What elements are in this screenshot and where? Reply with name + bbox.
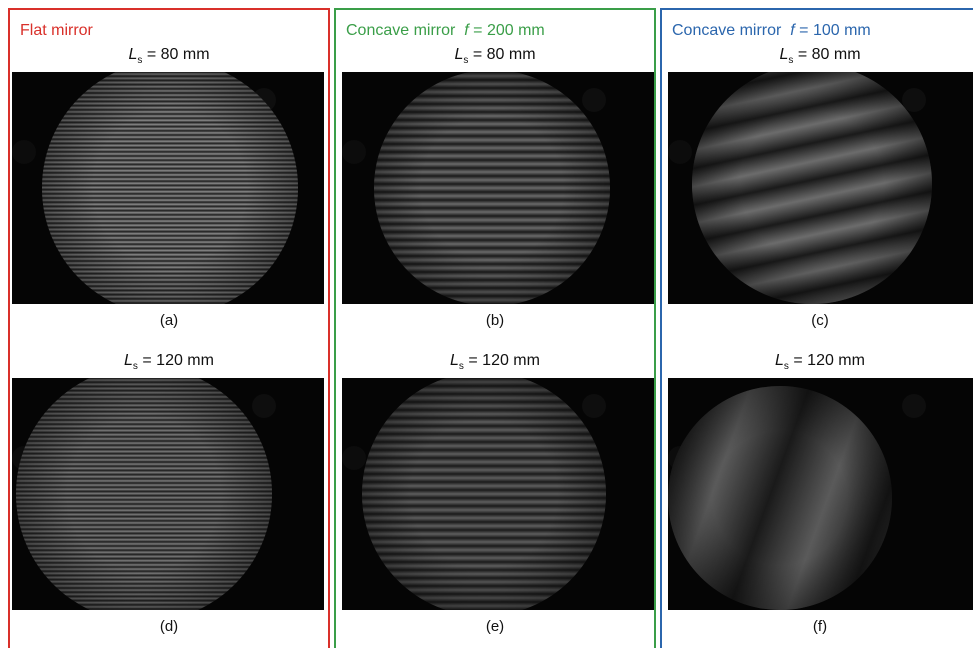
fringe-image (668, 378, 973, 610)
label-var: L (775, 352, 784, 369)
label-var: L (124, 352, 133, 369)
panel: Flat mirror Ls = 80 mm (a) Ls = 120 mm (d) (8, 8, 330, 648)
vignette (42, 72, 298, 304)
label-text: = 120 mm (468, 352, 540, 369)
vignette (692, 72, 932, 304)
ghost-spot (342, 140, 366, 164)
panel: Concave mirror f = 200 mm Ls = 80 mm (b) Ls… (334, 8, 656, 648)
distance-label: Ls = 80 mm (662, 46, 973, 66)
title-text: Flat mirror (20, 22, 93, 39)
distance-label: Ls = 120 mm (336, 352, 654, 372)
panel: Concave mirror f = 100 mm Ls = 80 mm (c) Ls… (660, 8, 973, 648)
ghost-spot (12, 140, 36, 164)
focal-var: f (464, 22, 468, 39)
title-text: Concave mirror (672, 22, 781, 39)
distance-label: Ls = 80 mm (10, 46, 328, 66)
caption: (d) (10, 618, 328, 635)
label-sub: s (137, 55, 142, 66)
ghost-spot (582, 88, 606, 112)
label-text: = 80 mm (798, 46, 861, 63)
caption: (e) (336, 618, 654, 635)
vignette (374, 72, 610, 304)
caption: (c) (662, 312, 973, 329)
ghost-spot (668, 140, 692, 164)
focal-text: = 100 mm (799, 22, 871, 39)
vignette (362, 378, 606, 610)
label-text: = 80 mm (473, 46, 536, 63)
ghost-spot (252, 394, 276, 418)
label-var: L (450, 352, 459, 369)
vignette (16, 378, 272, 610)
ghost-spot (902, 394, 926, 418)
vignette (668, 386, 892, 610)
label-sub: s (788, 55, 793, 66)
focal-text: = 200 mm (473, 22, 545, 39)
ghost-spot (342, 446, 366, 470)
focal-var: f (790, 22, 794, 39)
label-text: = 120 mm (142, 352, 214, 369)
label-sub: s (133, 361, 138, 372)
label-sub: s (463, 55, 468, 66)
label-sub: s (459, 361, 464, 372)
label-sub: s (784, 361, 789, 372)
distance-label: Ls = 120 mm (662, 352, 973, 372)
fringe-image (12, 72, 324, 304)
figure: {"panels": [ {"title": "Flat mirror", "i… (0, 0, 973, 643)
distance-label: Ls = 80 mm (336, 46, 654, 66)
ghost-spot (582, 394, 606, 418)
label-text: = 120 mm (793, 352, 865, 369)
fringe-image (342, 378, 654, 610)
caption: (f) (662, 618, 973, 635)
panel-title: Flat mirror (20, 22, 93, 40)
panel-title: Concave mirror f = 100 mm (672, 22, 871, 40)
fringe-image (12, 378, 324, 610)
title-text: Concave mirror (346, 22, 455, 39)
caption: (a) (10, 312, 328, 329)
ghost-spot (902, 88, 926, 112)
label-text: = 80 mm (147, 46, 210, 63)
panel-title: Concave mirror f = 200 mm (346, 22, 545, 40)
caption: (b) (336, 312, 654, 329)
fringe-image (668, 72, 973, 304)
fringe-image (342, 72, 654, 304)
distance-label: Ls = 120 mm (10, 352, 328, 372)
